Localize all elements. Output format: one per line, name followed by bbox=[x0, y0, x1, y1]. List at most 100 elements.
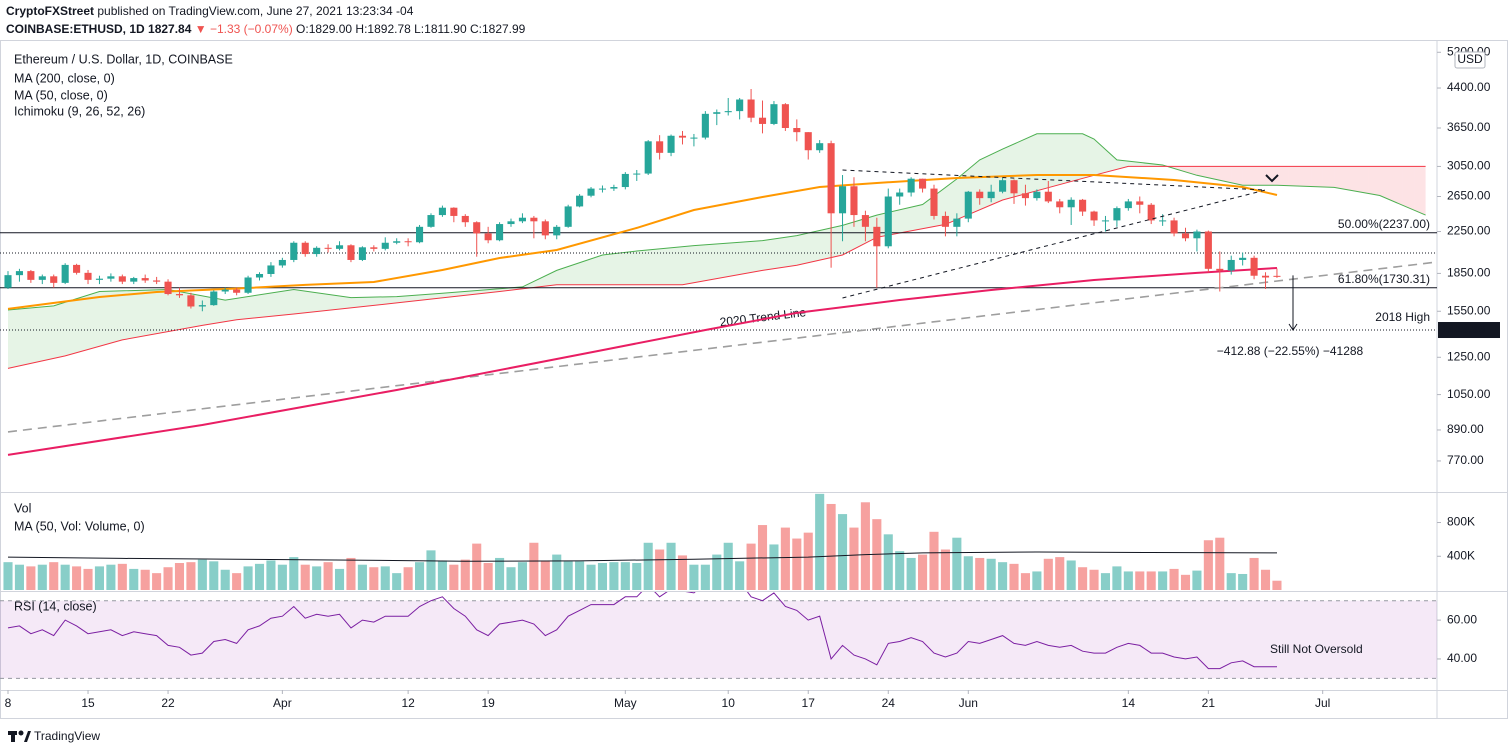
cloud-fill bbox=[648, 248, 660, 285]
candle-body bbox=[404, 241, 412, 243]
volume-bar bbox=[220, 569, 230, 590]
cloud-fill bbox=[693, 244, 706, 283]
volume-bar bbox=[300, 564, 310, 590]
cloud-fill bbox=[1082, 133, 1094, 179]
candle-body bbox=[198, 305, 206, 307]
candle-body bbox=[644, 141, 652, 174]
candle-body bbox=[598, 188, 607, 190]
candle-body bbox=[233, 289, 241, 293]
published: published on TradingView.com, June 27, 2… bbox=[97, 4, 413, 18]
author: CryptoFXStreet bbox=[6, 4, 94, 18]
volume-bar bbox=[3, 562, 13, 590]
volume-bar bbox=[357, 564, 367, 590]
cloud-fill bbox=[659, 247, 672, 285]
volume-bar bbox=[1009, 563, 1019, 590]
candle-body bbox=[964, 191, 972, 219]
x-tick-label: 14 bbox=[1122, 696, 1136, 710]
candle-body bbox=[1124, 201, 1132, 209]
cloud-fill bbox=[236, 296, 249, 320]
cloud-fill bbox=[579, 258, 591, 285]
cloud-fill bbox=[1036, 133, 1049, 191]
cloud-fill bbox=[110, 290, 123, 343]
volume-bar bbox=[597, 563, 608, 590]
volume-bar bbox=[849, 527, 859, 590]
cloud-fill bbox=[1368, 166, 1380, 196]
cloud-fill bbox=[145, 289, 157, 336]
volume-bar bbox=[106, 564, 116, 590]
volume-bar bbox=[586, 564, 596, 590]
change: ▼ −1.33 (−0.07%) bbox=[195, 22, 293, 36]
volume-bar bbox=[1192, 570, 1202, 590]
volume-bar bbox=[1169, 568, 1179, 590]
candle-body bbox=[313, 247, 321, 255]
cloud-fill bbox=[122, 290, 134, 340]
cloud-fill bbox=[728, 242, 740, 277]
candle-body bbox=[1193, 231, 1201, 239]
volume-bar bbox=[1100, 573, 1111, 590]
candle-body bbox=[713, 112, 721, 114]
volume-bar bbox=[689, 564, 699, 590]
cloud-fill bbox=[1277, 166, 1289, 186]
cloud-fill bbox=[385, 296, 397, 305]
cloud-fill bbox=[99, 291, 111, 347]
volume-bar bbox=[94, 566, 105, 590]
candle-body bbox=[1056, 201, 1064, 208]
candle-body bbox=[1021, 193, 1029, 199]
volume-bar bbox=[883, 534, 893, 590]
volume-bar bbox=[129, 568, 139, 590]
candle-body bbox=[484, 233, 492, 241]
volume-bar bbox=[1260, 569, 1271, 590]
x-tick-label: 24 bbox=[882, 696, 896, 710]
volume-bar bbox=[426, 550, 436, 590]
logo-mark bbox=[11, 735, 15, 742]
candle-body bbox=[884, 196, 892, 247]
legend-entry: Ichimoku (9, 26, 52, 26) bbox=[14, 104, 145, 118]
cloud-fill bbox=[591, 255, 603, 285]
candle-body bbox=[919, 178, 927, 189]
candle-body bbox=[907, 178, 915, 193]
moving-average bbox=[7, 267, 1278, 456]
candle-body bbox=[141, 278, 149, 281]
candle-body bbox=[930, 188, 938, 216]
volume-bar bbox=[83, 568, 93, 590]
cloud-fill bbox=[762, 238, 774, 271]
volume-bar bbox=[986, 558, 996, 590]
candle-body bbox=[1090, 211, 1098, 221]
volume-bar bbox=[620, 562, 630, 590]
volume-bar bbox=[1123, 571, 1133, 590]
cloud-fill bbox=[1288, 166, 1300, 187]
volume-bar bbox=[392, 573, 402, 590]
candle-body bbox=[438, 207, 446, 216]
cloud-fill bbox=[899, 207, 912, 233]
candle-body bbox=[827, 143, 835, 214]
legend-entry: MA (200, close, 0) bbox=[14, 71, 115, 85]
volume-bar bbox=[929, 531, 939, 590]
symbol: COINBASE:ETHUSD, 1D bbox=[6, 22, 145, 36]
cloud-fill bbox=[19, 308, 31, 366]
currency: USD bbox=[1457, 52, 1483, 66]
candle-body bbox=[793, 128, 801, 133]
rsi-line bbox=[7, 592, 1277, 670]
volume-bar bbox=[483, 563, 493, 590]
cloud-fill bbox=[716, 243, 729, 279]
volume-ma bbox=[7, 551, 1278, 562]
candle-body bbox=[427, 215, 435, 227]
candle-body bbox=[1044, 191, 1052, 202]
cloud-fill bbox=[168, 289, 180, 332]
cloud-fill bbox=[156, 289, 169, 334]
volume-bar bbox=[792, 538, 802, 590]
volume-bar bbox=[895, 551, 905, 590]
rsi-band-fill bbox=[0, 600, 1437, 679]
candle-body bbox=[953, 218, 961, 227]
cloud-fill bbox=[373, 296, 386, 306]
x-tick-label: Apr bbox=[273, 696, 292, 710]
cloud-fill bbox=[225, 298, 237, 322]
cloud-fill bbox=[602, 253, 614, 285]
volume-bar bbox=[334, 568, 345, 590]
volume-bar bbox=[1055, 557, 1065, 590]
candle-body bbox=[564, 206, 572, 227]
candle-body bbox=[393, 241, 401, 243]
cloud-fill bbox=[1322, 166, 1335, 188]
logo-mark bbox=[24, 731, 31, 742]
